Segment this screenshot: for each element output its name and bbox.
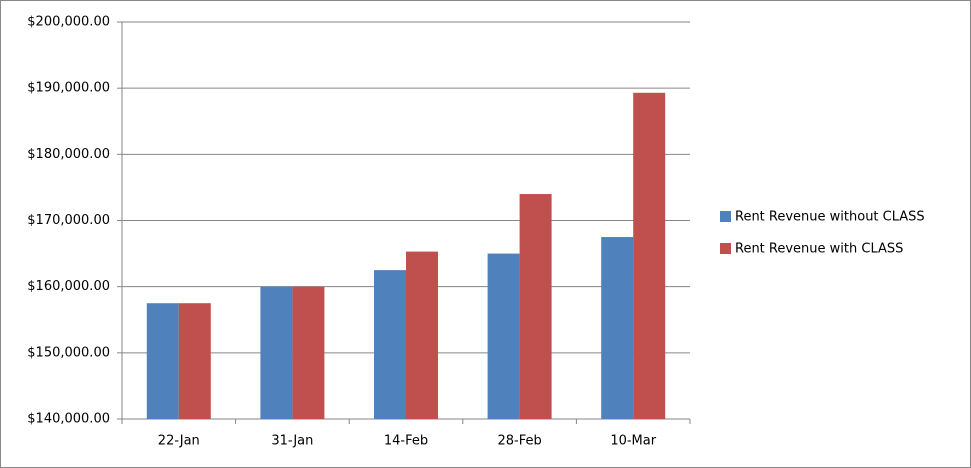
bar bbox=[374, 270, 406, 419]
legend-swatch bbox=[720, 211, 731, 222]
bar bbox=[146, 303, 179, 419]
bar bbox=[406, 251, 438, 419]
x-tick-label: 31-Jan bbox=[271, 434, 313, 449]
x-tick-label: 28-Feb bbox=[497, 434, 541, 449]
legend-label: Rent Revenue without CLASS bbox=[735, 210, 925, 225]
legend-swatch bbox=[720, 243, 731, 254]
bar bbox=[260, 286, 293, 419]
y-tick-label: $180,000.00 bbox=[27, 147, 110, 162]
y-tick-label: $160,000.00 bbox=[27, 279, 110, 294]
y-tick-label: $140,000.00 bbox=[27, 412, 110, 427]
bar bbox=[601, 237, 634, 419]
bar bbox=[519, 194, 552, 419]
x-tick-label: 22-Jan bbox=[158, 434, 200, 449]
x-tick-label: 10-Mar bbox=[610, 434, 656, 449]
bar bbox=[292, 286, 325, 419]
bar bbox=[178, 303, 211, 419]
x-tick-label: 14-Feb bbox=[384, 434, 428, 449]
legend-label: Rent Revenue with CLASS bbox=[735, 242, 903, 257]
y-tick-label: $190,000.00 bbox=[27, 81, 110, 96]
y-tick-label: $200,000.00 bbox=[27, 15, 110, 30]
y-tick-label: $150,000.00 bbox=[27, 345, 110, 360]
y-tick-label: $170,000.00 bbox=[27, 213, 110, 228]
bar bbox=[487, 253, 520, 419]
bar bbox=[633, 92, 666, 419]
